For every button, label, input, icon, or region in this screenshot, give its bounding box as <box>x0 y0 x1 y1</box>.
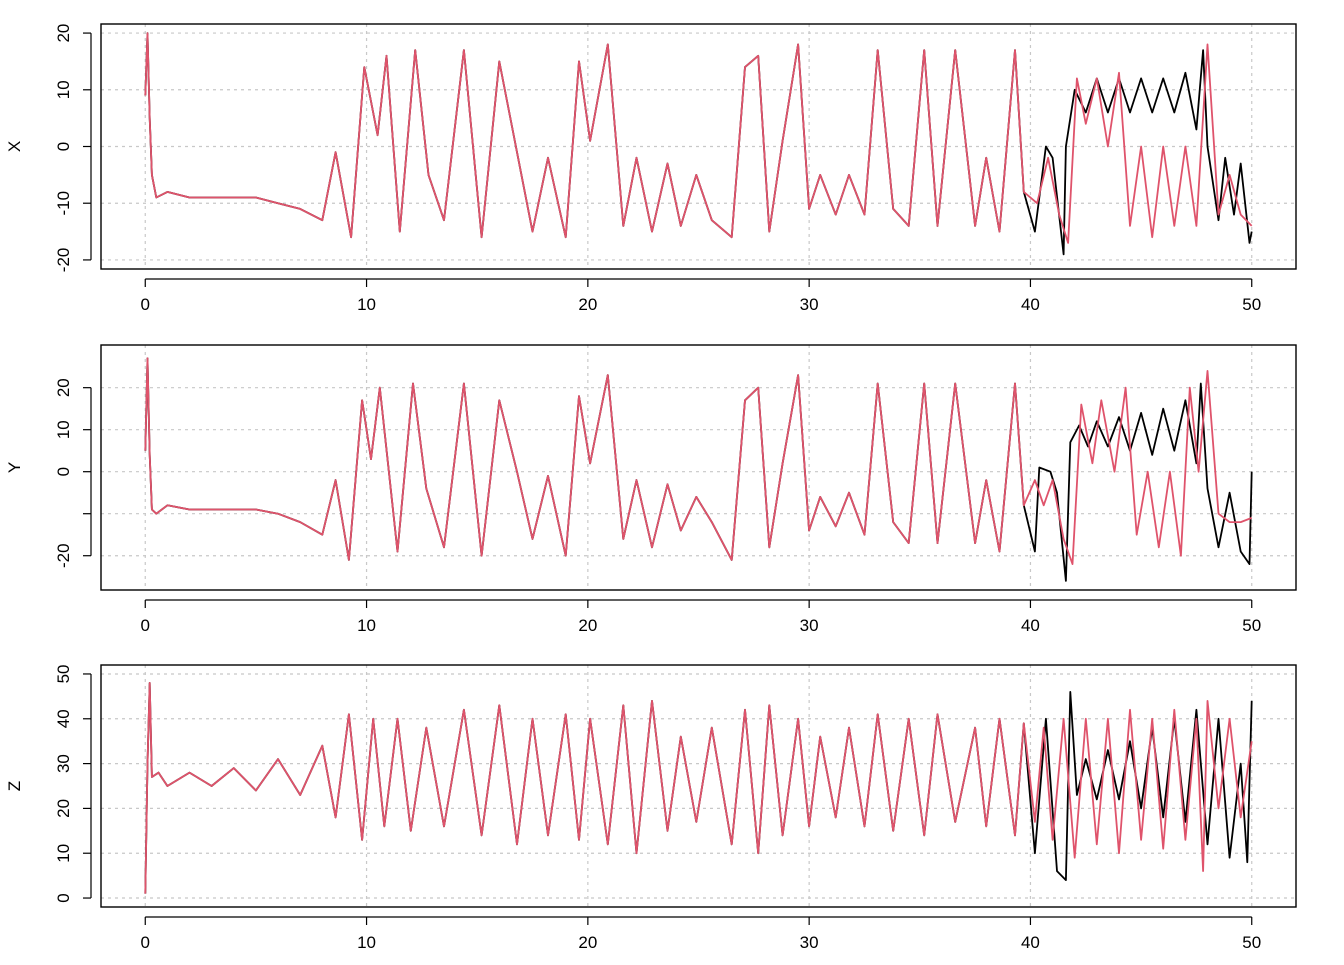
y-tick-label: 50 <box>54 665 73 684</box>
y-axis-label: X <box>5 141 24 152</box>
x-tick-label: 30 <box>800 295 819 314</box>
series-line-1 <box>144 357 1253 565</box>
x-tick-label: 10 <box>357 295 376 314</box>
y-tick-label: 10 <box>54 80 73 99</box>
plot-frame <box>100 23 1297 270</box>
y-tick-label: 20 <box>54 799 73 818</box>
x-tick-label: 0 <box>141 933 150 952</box>
series-line-1 <box>144 682 1253 894</box>
y-tick-label: 30 <box>54 754 73 773</box>
x-tick-label: 20 <box>578 933 597 952</box>
x-tick-label: 40 <box>1021 933 1040 952</box>
series-line-1 <box>144 32 1253 244</box>
y-axis-label: Z <box>5 781 24 791</box>
y-tick-label: 10 <box>54 420 73 439</box>
x-tick-label: 30 <box>800 616 819 635</box>
y-tick-label: 0 <box>54 142 73 151</box>
y-tick-label: 20 <box>54 378 73 397</box>
x-tick-label: 40 <box>1021 295 1040 314</box>
y-tick-label: -20 <box>54 248 73 273</box>
x-tick-label: 0 <box>141 295 150 314</box>
x-tick-label: 20 <box>578 616 597 635</box>
x-tick-label: 20 <box>578 295 597 314</box>
y-tick-label: -20 <box>54 543 73 568</box>
y-tick-label: 0 <box>54 467 73 476</box>
x-tick-label: 50 <box>1242 616 1261 635</box>
y-tick-label: 0 <box>54 893 73 902</box>
y-axis-label: Y <box>5 462 24 473</box>
series-line-0 <box>144 32 1253 256</box>
plot-frame <box>100 344 1297 591</box>
y-tick-label: 20 <box>54 24 73 43</box>
plot-frame <box>100 664 1297 908</box>
x-tick-label: 30 <box>800 933 819 952</box>
x-tick-label: 40 <box>1021 616 1040 635</box>
x-tick-label: 0 <box>141 616 150 635</box>
panel-Y: 0 10 20 30 40 50 -20 0 10 20 Y <box>5 344 1297 635</box>
x-tick-label: 50 <box>1242 933 1261 952</box>
series-line-0 <box>144 682 1253 894</box>
y-tick-label: 40 <box>54 709 73 728</box>
series-line-0 <box>144 357 1253 582</box>
x-tick-label: 50 <box>1242 295 1261 314</box>
y-tick-label: -10 <box>54 191 73 216</box>
panel-Z: 0 10 20 30 40 50 0 10 20 30 40 50 Z <box>5 664 1297 952</box>
x-tick-label: 10 <box>357 933 376 952</box>
panel-X: 0 10 20 30 40 50 -20 -10 0 10 20 X <box>5 23 1297 314</box>
x-tick-label: 10 <box>357 616 376 635</box>
y-tick-label: 10 <box>54 844 73 863</box>
